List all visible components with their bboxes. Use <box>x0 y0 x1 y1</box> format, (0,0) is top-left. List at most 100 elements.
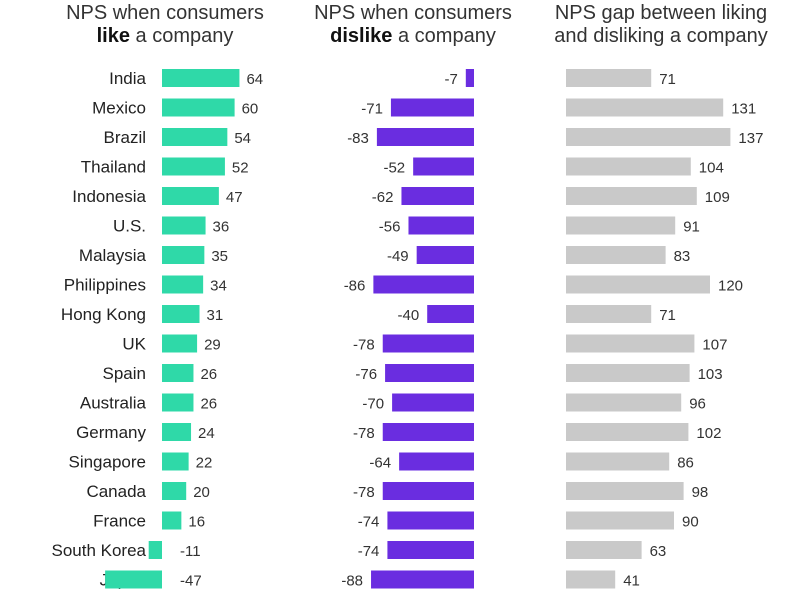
like-bar <box>162 511 182 530</box>
like-bar <box>162 98 235 117</box>
like-bar <box>148 541 162 559</box>
like-bar <box>162 393 194 412</box>
gap-value-label: 86 <box>677 455 694 472</box>
dislike-title-line1: NPS when consumers <box>314 2 512 24</box>
dislike-bar <box>408 216 474 235</box>
like-bar <box>162 305 200 323</box>
dislike-value-label: -88 <box>341 573 363 590</box>
gap-value-label: 41 <box>623 573 640 590</box>
gap-value-label: 83 <box>674 248 691 265</box>
gap-value-label: 103 <box>698 366 723 383</box>
dislike-bar <box>401 187 474 205</box>
category-label: Germany <box>76 423 146 442</box>
dislike-bar <box>413 157 474 176</box>
dislike-bar <box>392 393 474 412</box>
like-value-label: 52 <box>232 160 249 177</box>
gap-value-label: 131 <box>731 101 756 118</box>
gap-value-label: 102 <box>696 425 721 442</box>
gap-value-label: 71 <box>659 71 676 88</box>
like-value-label: 35 <box>211 248 228 265</box>
dislike-value-label: -40 <box>398 307 420 324</box>
gap-bar <box>566 98 724 117</box>
like-bar <box>162 452 189 471</box>
like-bar <box>162 69 240 87</box>
gap-bar <box>566 275 710 294</box>
gap-bar <box>566 393 682 412</box>
gap-value-label: 137 <box>738 130 763 147</box>
category-label: Malaysia <box>79 246 147 265</box>
gap-bar <box>566 187 697 205</box>
dislike-panel-title: NPS when consumers dislike a company <box>298 2 528 48</box>
gap-panel-title: NPS gap between liking and disliking a c… <box>545 2 777 48</box>
like-bar <box>162 128 228 146</box>
dislike-bar <box>385 364 474 382</box>
dislike-value-label: -78 <box>353 337 375 354</box>
like-bar <box>162 216 206 235</box>
category-label: Indonesia <box>72 187 146 206</box>
like-value-label: 24 <box>198 425 215 442</box>
dislike-value-label: -83 <box>347 130 369 147</box>
gap-bar <box>566 541 642 559</box>
category-label: UK <box>122 335 146 354</box>
dislike-value-label: -64 <box>369 455 391 472</box>
category-label: India <box>109 69 146 88</box>
like-value-label: 47 <box>226 189 243 206</box>
gap-value-label: 71 <box>659 307 676 324</box>
dislike-bar <box>376 128 474 146</box>
category-label: Mexico <box>92 99 146 118</box>
like-bar <box>162 364 194 382</box>
gap-bar <box>566 305 652 323</box>
gap-title-line1: NPS gap between liking <box>554 2 768 24</box>
like-bar <box>105 570 162 589</box>
like-bar <box>162 246 205 264</box>
gap-value-label: 96 <box>689 396 706 413</box>
dislike-bar <box>427 305 474 323</box>
category-label: Thailand <box>81 158 146 177</box>
category-label: Spain <box>103 364 146 383</box>
dislike-bar <box>416 246 474 264</box>
dislike-value-label: -62 <box>372 189 394 206</box>
dislike-title-emphasis: dislike <box>330 25 393 47</box>
like-value-label: 60 <box>242 101 259 118</box>
dislike-value-label: -70 <box>362 396 384 413</box>
dislike-bar <box>387 511 474 530</box>
gap-bar <box>566 246 666 264</box>
category-label: Canada <box>86 482 146 501</box>
gap-value-label: 91 <box>683 219 700 236</box>
category-label: U.S. <box>113 217 146 236</box>
like-value-label: 34 <box>210 278 227 295</box>
like-title-line1: NPS when consumers <box>66 2 264 24</box>
category-label: Australia <box>80 394 147 413</box>
gap-value-label: 63 <box>650 543 667 560</box>
gap-value-label: 90 <box>682 514 699 531</box>
dislike-value-label: -7 <box>444 71 457 88</box>
dislike-bar <box>399 452 474 471</box>
gap-title-line2: and disliking a company <box>554 25 768 47</box>
gap-value-label: 98 <box>692 484 709 501</box>
like-bar <box>162 423 192 441</box>
like-value-label: 20 <box>193 484 210 501</box>
like-value-label: 31 <box>207 307 224 324</box>
like-bar <box>162 334 198 353</box>
like-title-tail: a company <box>135 25 234 47</box>
gap-bar <box>566 364 690 382</box>
dislike-bar <box>382 334 474 353</box>
dislike-value-label: -74 <box>358 543 380 560</box>
dislike-bar <box>382 482 474 500</box>
dislike-value-label: -49 <box>387 248 409 265</box>
category-label: Singapore <box>68 453 146 472</box>
gap-bar <box>566 511 674 530</box>
dislike-title-tail: a company <box>397 25 496 47</box>
like-value-label: 16 <box>188 514 205 531</box>
dislike-bar <box>465 69 474 87</box>
gap-bar <box>566 482 684 500</box>
like-bar <box>162 482 187 500</box>
dislike-bar <box>382 423 474 441</box>
dislike-bar <box>387 541 474 559</box>
dislike-value-label: -74 <box>358 514 380 531</box>
like-value-label: 36 <box>213 219 230 236</box>
category-label: Brazil <box>103 128 146 147</box>
like-bar <box>162 187 219 205</box>
dislike-value-label: -56 <box>379 219 401 236</box>
category-label: Philippines <box>64 276 146 295</box>
